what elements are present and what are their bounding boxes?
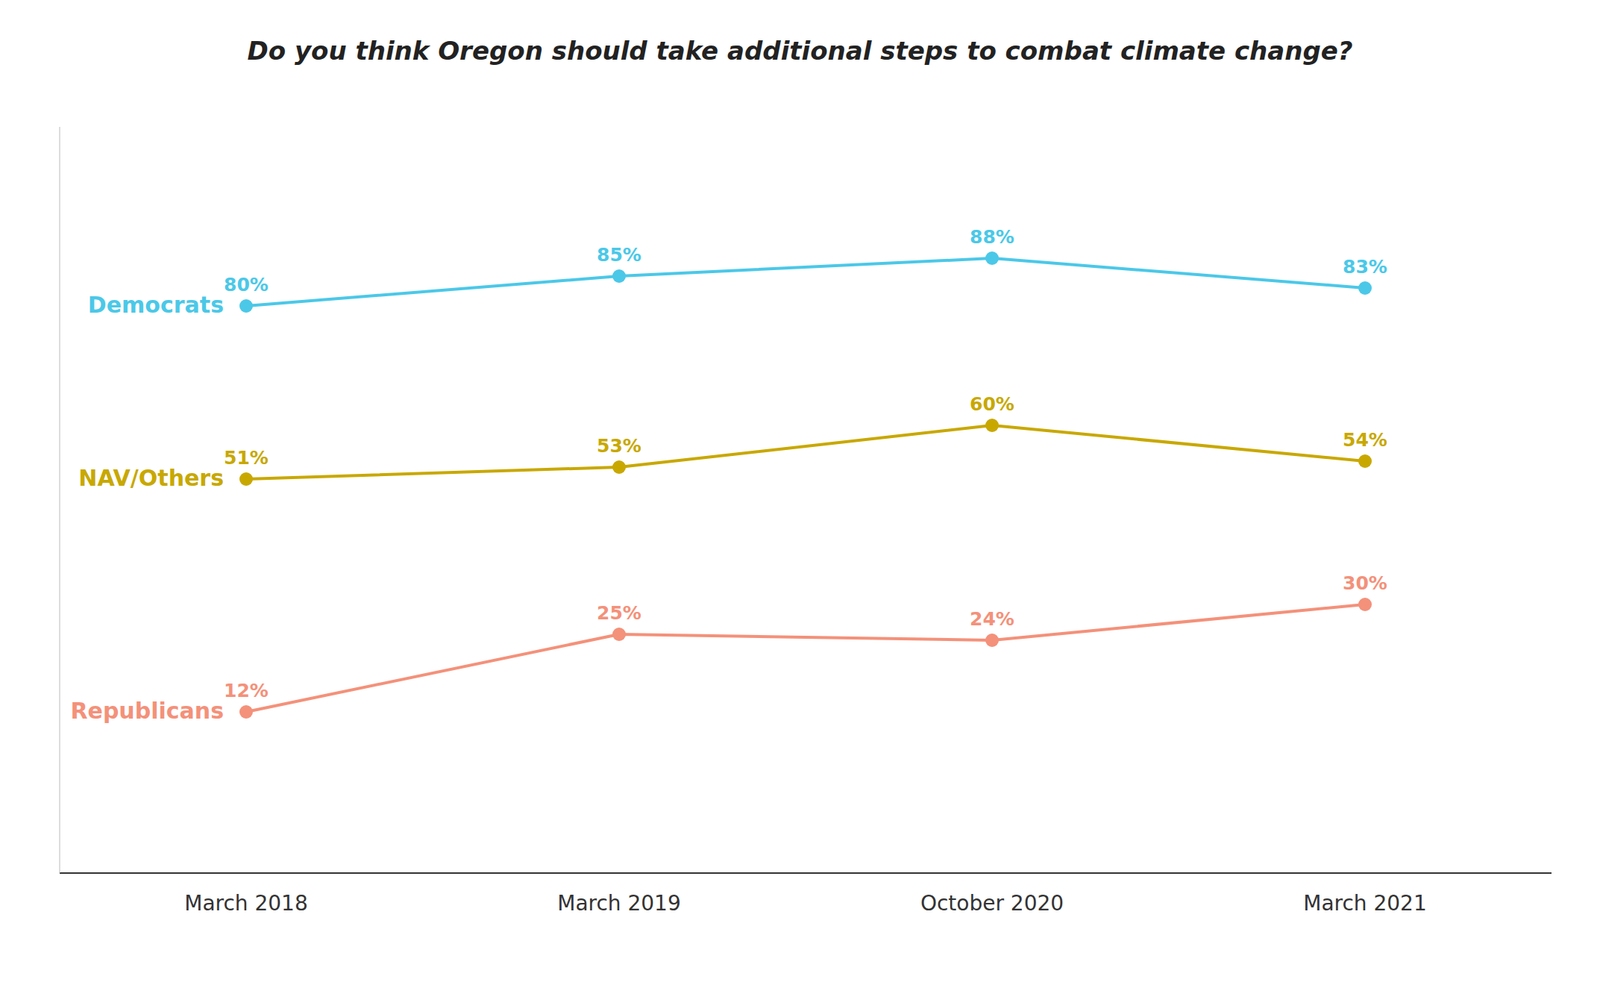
x-tick-label: March 2019 (557, 890, 682, 916)
point (985, 251, 999, 265)
point (612, 269, 626, 283)
data-label: 54% (1342, 428, 1388, 451)
data-label: 85% (596, 243, 642, 266)
x-tick-label: March 2018 (184, 890, 309, 916)
point (239, 299, 253, 313)
data-label: 60% (969, 393, 1015, 415)
point (239, 472, 253, 486)
point (1358, 281, 1372, 295)
marks (239, 251, 1372, 719)
data-label: 51% (223, 446, 269, 469)
series-line (246, 258, 1366, 306)
data-label: 12% (223, 679, 269, 702)
series-name: Republicans (70, 697, 224, 724)
data-label: 30% (1342, 572, 1388, 594)
series-line (246, 604, 1366, 712)
data-label: 53% (596, 434, 642, 457)
point (612, 627, 626, 641)
data-label: 24% (969, 607, 1015, 630)
title: Do you think Oregon should take addition… (246, 35, 1353, 66)
x-tick-label: October 2020 (920, 890, 1064, 916)
x-tick-label: March 2021 (1303, 890, 1427, 916)
point (612, 460, 626, 474)
point (985, 418, 999, 432)
labels: 80% 85% 88% 83% Democrats 51% 53% 60% 54% NAV/Oth… (70, 226, 1387, 724)
point (1358, 597, 1372, 611)
series-name: NAV/Others (78, 464, 224, 491)
chart-svg: Do you think Oregon should take addition… (0, 0, 1600, 985)
series-line (246, 425, 1366, 479)
data-label: 88% (969, 226, 1015, 248)
data-label: 83% (1342, 255, 1388, 278)
data-label: 25% (596, 601, 642, 624)
point (1358, 454, 1372, 468)
series-name: Democrats (88, 291, 224, 318)
data-label: 80% (223, 273, 269, 296)
point (985, 633, 999, 647)
point (239, 704, 253, 719)
chart-container: Do you think Oregon should take addition… (0, 0, 1600, 985)
y-axis-line (59, 126, 61, 873)
x-axis-line (59, 871, 1552, 874)
